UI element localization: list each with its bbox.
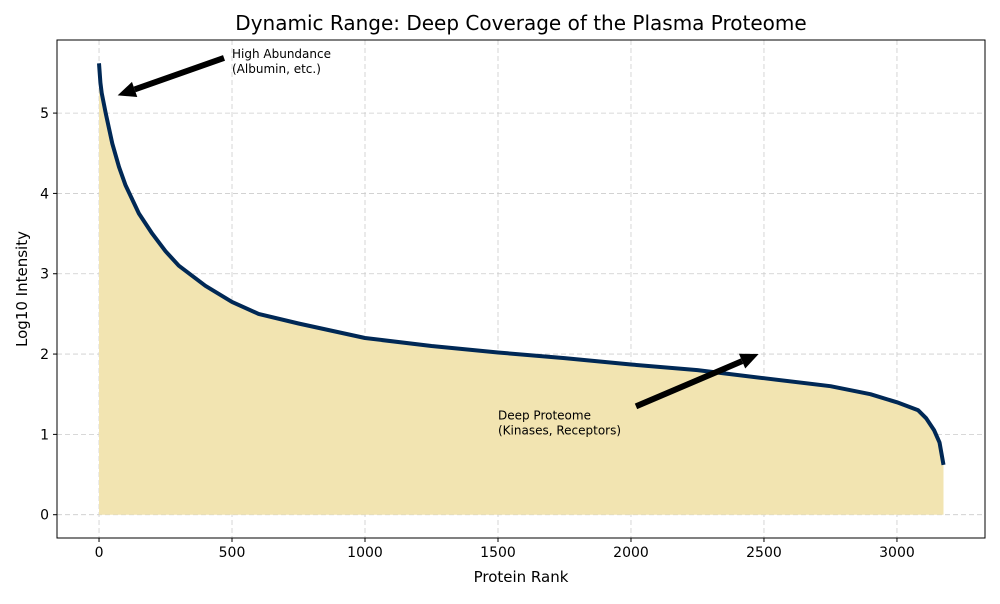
x-tick-label: 3000 (879, 545, 915, 561)
y-tick-label: 0 (40, 508, 49, 524)
x-tick-label: 0 (95, 545, 104, 561)
annotation-arrow-shaft (133, 55, 226, 93)
annotations: High Abundance(Albumin, etc.) Deep Proteo… (117, 47, 759, 437)
annotation-text: High Abundance (232, 47, 331, 61)
ticks: 0 500 1000 1500 2000 2500 3000 0 1 2 3 4 5 (40, 106, 915, 561)
x-tick-label: 500 (219, 545, 246, 561)
y-tick-label: 5 (40, 106, 49, 122)
annotation-arrow-shaft (634, 358, 744, 410)
chart-title: Dynamic Range: Deep Coverage of the Plas… (235, 11, 806, 35)
series-line (97, 63, 946, 466)
y-tick-label: 1 (40, 427, 49, 443)
x-tick-label: 2500 (746, 545, 782, 561)
annotation-arrowhead (117, 81, 138, 97)
area-fill (99, 63, 944, 515)
x-axis-label: Protein Rank (474, 568, 569, 586)
x-tick-label: 2000 (613, 545, 649, 561)
plot-frame (56, 39, 986, 539)
annotation-arrowhead (738, 353, 759, 369)
y-tick-label: 4 (40, 186, 49, 202)
area-layer (97, 63, 946, 515)
y-axis-label: Log10 Intensity (13, 231, 31, 347)
annotation-text: (Albumin, etc.) (232, 62, 321, 76)
annotation-text: (Kinases, Receptors) (498, 423, 621, 437)
x-tick-label: 1000 (347, 545, 383, 561)
y-tick-label: 2 (40, 347, 49, 363)
annotation-text: Deep Proteome (498, 408, 591, 422)
y-tick-label: 3 (40, 267, 49, 283)
x-tick-label: 1500 (480, 545, 516, 561)
